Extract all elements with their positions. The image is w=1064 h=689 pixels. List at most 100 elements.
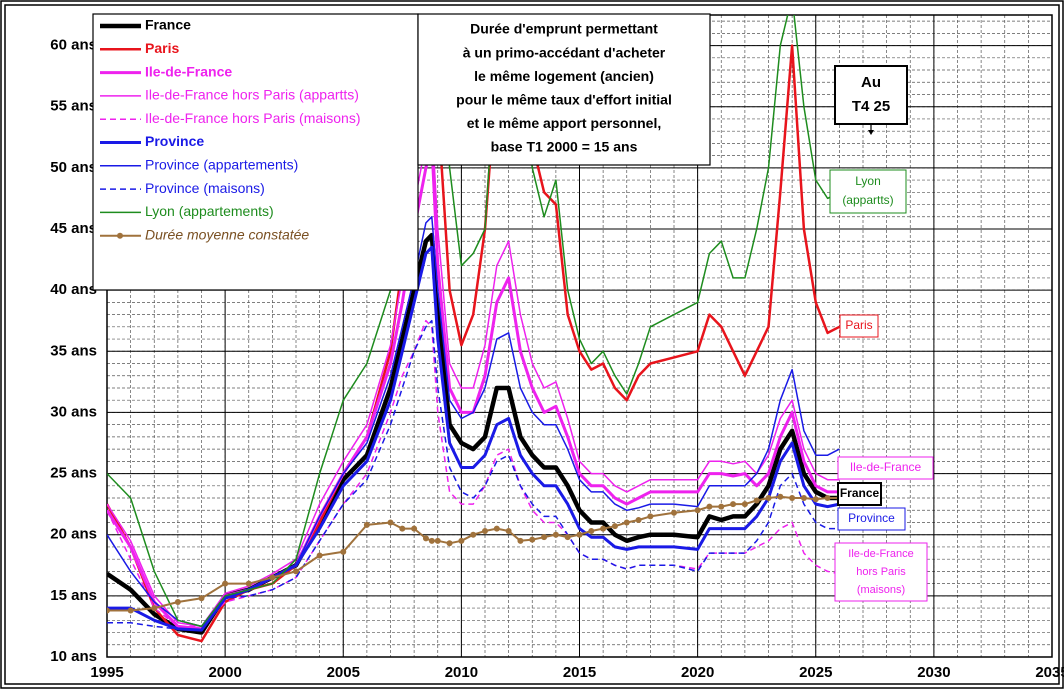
legend-label: Durée moyenne constatée (145, 226, 309, 242)
annotation-text: Province (848, 511, 895, 525)
x-tick-label: 2010 (445, 664, 478, 681)
y-tick-label: 35 ans (50, 342, 97, 359)
legend-label: Ile-de-France hors Paris (maisons) (145, 110, 361, 126)
annotation-text: Paris (845, 318, 872, 332)
overlays: 1995 2000 2005 2010 2015 2020 2025 2030 2035 10 a… (50, 13, 1064, 681)
point (293, 568, 299, 575)
point (269, 574, 276, 581)
point (151, 605, 158, 612)
annotation-text: Lyon (855, 174, 881, 188)
note-box (417, 13, 711, 166)
plot-lines (107, 15, 843, 643)
y-tick-label: 50 ans (50, 159, 97, 176)
point (482, 528, 488, 535)
point (600, 525, 607, 532)
legend-swatch-marker (117, 232, 123, 239)
legend-label: Province (145, 133, 204, 149)
legend-label: Paris (145, 40, 179, 56)
point (576, 531, 583, 538)
point (800, 495, 807, 502)
annotation-text: Ile-de-France (848, 548, 913, 560)
legend-label: Ile-de-France hors Paris (appartts) (145, 87, 359, 103)
annotation-text: Au (861, 74, 881, 91)
y-tick-label: 30 ans (50, 403, 97, 420)
point (517, 537, 524, 544)
note-line: le même logement (ancien) (474, 68, 654, 84)
series-line (107, 319, 840, 631)
point (127, 607, 134, 614)
annotation-box (834, 542, 928, 602)
note-line: base T1 2000 = 15 ans (491, 139, 638, 155)
y-tick-label: 10 ans (50, 648, 97, 665)
point (411, 525, 418, 532)
legend-label: Ile-de-France (145, 63, 232, 79)
annotation-box (837, 482, 882, 506)
annotation-box (837, 507, 906, 531)
point (730, 501, 737, 508)
point (529, 536, 536, 543)
legend-box (92, 13, 419, 291)
x-tick-label: 2030 (917, 664, 950, 681)
x-tick-label: 2005 (327, 664, 360, 681)
series-line (107, 245, 840, 632)
legend-label: Province (maisons) (145, 180, 265, 196)
annotation-box (829, 169, 907, 214)
point (718, 503, 725, 510)
point (777, 493, 784, 500)
annotation-box (839, 314, 879, 338)
point (387, 519, 394, 526)
note-line: Durée d'emprunt permettant (470, 21, 658, 37)
point (753, 497, 760, 504)
y-tick-label: 55 ans (50, 98, 97, 115)
inner-frame (4, 4, 1060, 685)
y-tick-label: 60 ans (50, 37, 97, 54)
legend-label: Province (appartements) (145, 157, 298, 173)
point (434, 537, 441, 544)
point (824, 495, 831, 502)
note-line: pour le même taux d'effort initial (456, 92, 672, 108)
annotation-text: Ile-de-France (850, 460, 922, 474)
point (564, 534, 571, 541)
point (706, 503, 713, 510)
y-tick-label: 15 ans (50, 587, 97, 604)
point (789, 495, 796, 502)
point (635, 517, 642, 524)
point (363, 521, 370, 528)
point (493, 525, 500, 532)
annotation-text: T4 25 (852, 98, 890, 115)
annotation-text: France (840, 486, 880, 500)
point (541, 534, 548, 541)
note-line: et le même apport personnel, (467, 115, 662, 131)
point (222, 580, 229, 587)
point (340, 548, 347, 555)
annotation-text: (maisons) (857, 584, 905, 596)
point (174, 598, 181, 605)
point (422, 535, 429, 542)
y-tick-label: 40 ans (50, 281, 97, 298)
point (694, 507, 701, 514)
annotation-box (837, 456, 934, 480)
point (107, 607, 110, 614)
x-tick-label: 2035 (1035, 664, 1064, 681)
point (399, 525, 406, 532)
y-tick-label: 25 ans (50, 465, 97, 482)
y-tick-label: 45 ans (50, 220, 97, 237)
point (245, 580, 252, 587)
annotation-box (834, 65, 908, 125)
series-line (107, 118, 840, 628)
x-tick-label: 2015 (563, 664, 596, 681)
point (647, 513, 654, 520)
annotation-text: (appartts) (842, 193, 893, 207)
point (611, 523, 618, 530)
x-tick-label: 2000 (208, 664, 241, 681)
point (316, 552, 323, 559)
point (741, 501, 748, 508)
point (446, 540, 453, 547)
point (552, 531, 559, 538)
point (470, 531, 477, 538)
annotation-text: hors Paris (856, 566, 906, 578)
note-line: à un primo-accédant d'acheter (463, 44, 666, 60)
legend-label: France (145, 17, 191, 33)
annotation-arrowhead (868, 130, 874, 135)
